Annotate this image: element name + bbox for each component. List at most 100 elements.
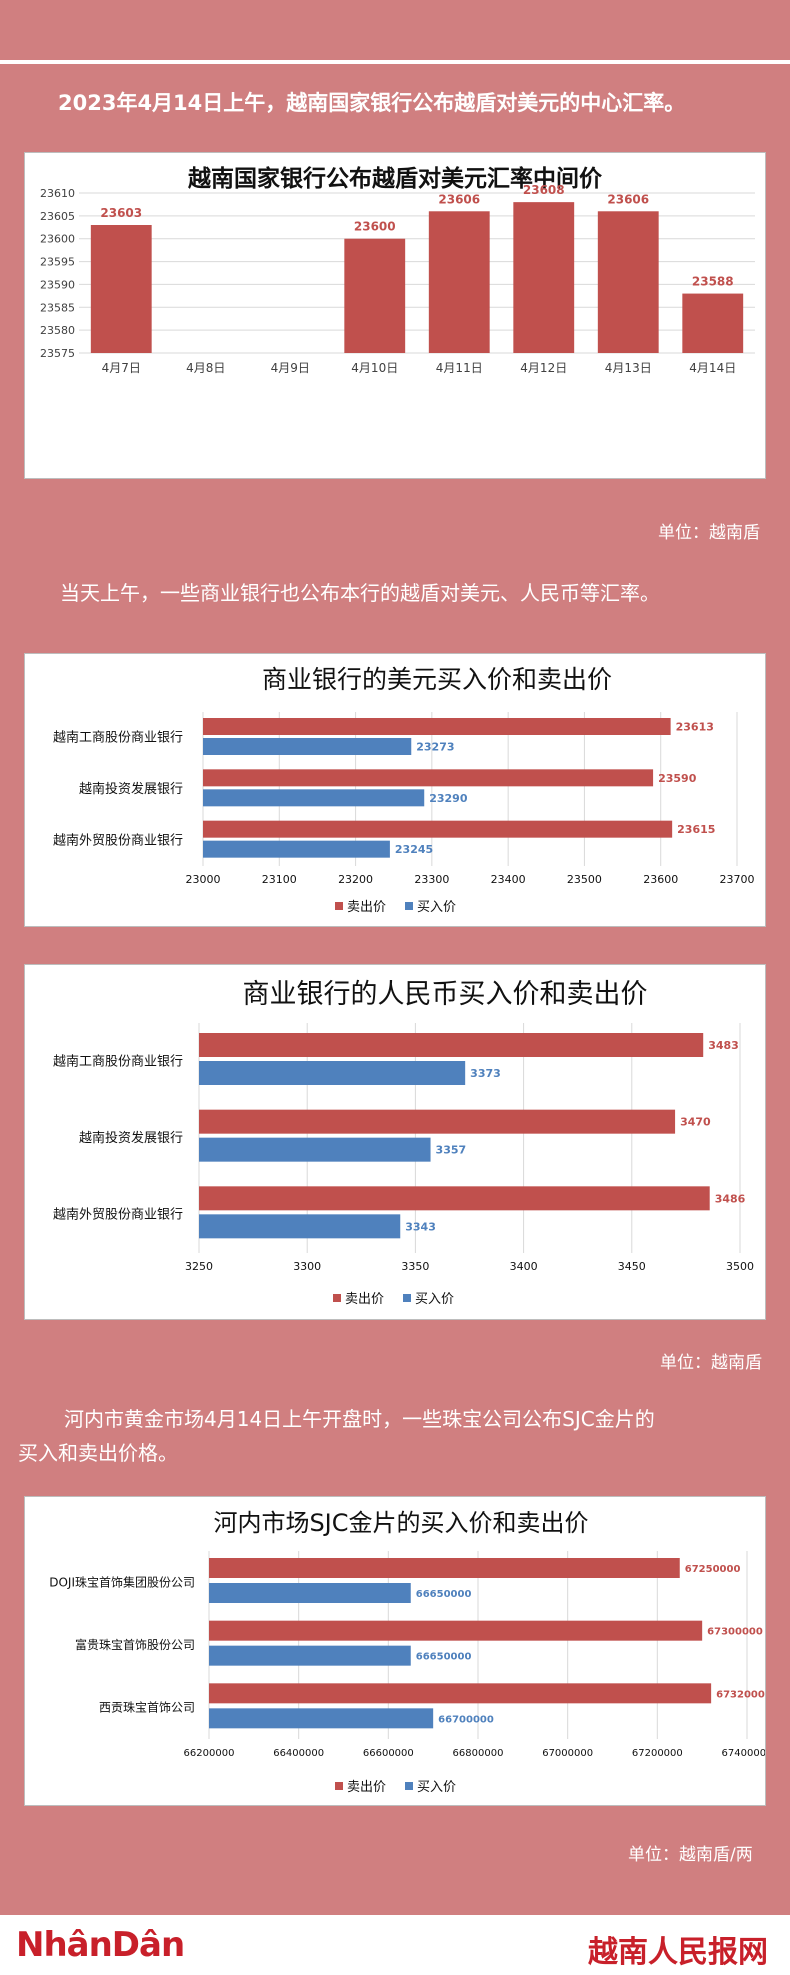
chart-title: 河内市场SJC金片的买入价和卖出价 xyxy=(213,1509,588,1537)
gold-paragraph-line2: 买入和卖出价格。 xyxy=(18,1441,178,1465)
top-divider xyxy=(0,60,790,64)
bar-buy xyxy=(209,1583,411,1603)
x-tick-label: 4月8日 xyxy=(186,361,225,375)
bar-sell-value: 3470 xyxy=(680,1116,711,1129)
site-logo[interactable]: 越南人民报网 xyxy=(588,1935,768,1970)
category-label: 越南外贸股份商业银行 xyxy=(53,832,183,848)
legend-swatch-sell xyxy=(335,1782,343,1790)
chart-sjc-gold: 河内市场SJC金片的买入价和卖出价 66200000 66400000 6660000… xyxy=(49,1509,765,1795)
legend-label-buy: 买入价 xyxy=(417,900,456,915)
x-tick-label: 3400 xyxy=(510,1260,538,1273)
x-tick-label: 4月12日 xyxy=(520,361,567,375)
y-tick-label: 23580 xyxy=(40,324,75,337)
category-label: 越南投资发展银行 xyxy=(79,1130,183,1146)
bar-value-label: 23603 xyxy=(100,206,142,220)
y-tick-label: 23590 xyxy=(40,278,75,291)
bar xyxy=(344,238,406,353)
x-tick-label: 67000000 xyxy=(542,1748,593,1759)
intro-paragraph: 2023年4月14日上午，越南国家银行公布越盾对美元的中心汇率。 xyxy=(58,91,686,115)
bar-sell xyxy=(199,1109,676,1134)
legend-label-sell: 卖出价 xyxy=(347,1780,386,1795)
x-tick-label: 3300 xyxy=(293,1260,321,1273)
bar-buy-value: 3343 xyxy=(405,1220,436,1233)
y-tick-label: 23610 xyxy=(40,187,75,200)
bar-sell xyxy=(203,820,673,838)
chart-cny-rates: 商业银行的人民币买入价和卖出价 3250 3300 3350 3400 3450 3500 越… xyxy=(53,979,754,1307)
x-tick-label: 4月9日 xyxy=(271,361,310,375)
bar-sell-value: 67320000 xyxy=(716,1689,765,1700)
bar-buy-value: 23273 xyxy=(416,741,454,754)
unit-label-3: 单位：越南盾/两 xyxy=(628,1845,753,1865)
bar-buy xyxy=(199,1214,401,1239)
bar-sell-value: 3486 xyxy=(715,1192,746,1205)
bar-buy-value: 23245 xyxy=(395,843,433,856)
y-tick-label: 23605 xyxy=(40,210,75,223)
bar-buy xyxy=(203,840,390,858)
legend-swatch-sell xyxy=(335,902,343,910)
gold-paragraph-line1: 河内市黄金市场4月14日上午开盘时，一些珠宝公司公布SJC金片的 xyxy=(64,1407,655,1431)
category-label: DOJI珠宝首饰集团股份公司 xyxy=(49,1574,195,1589)
x-tick-label: 3250 xyxy=(185,1260,213,1273)
x-tick-label: 4月10日 xyxy=(351,361,398,375)
bar-buy xyxy=(209,1708,434,1729)
chart-gold-panel: 河内市场SJC金片的买入价和卖出价 66200000 66400000 6660000… xyxy=(24,1496,766,1806)
bar-buy-value: 66700000 xyxy=(438,1714,494,1725)
legend-swatch-sell xyxy=(333,1294,341,1302)
x-tick-label: 4月13日 xyxy=(605,361,652,375)
bar-sell xyxy=(203,718,671,735)
bar xyxy=(597,211,659,353)
bar-value-label: 23606 xyxy=(438,192,480,206)
x-tick-label: 23500 xyxy=(567,873,602,886)
x-tick-label: 23100 xyxy=(262,873,297,886)
category-label: 越南工商股份商业银行 xyxy=(53,730,183,746)
x-tick-label: 3450 xyxy=(618,1260,646,1273)
y-tick-label: 23575 xyxy=(40,347,75,360)
bar-value-label: 23600 xyxy=(354,220,396,234)
bar-sell xyxy=(209,1558,680,1578)
bar-value-label: 23608 xyxy=(523,183,565,197)
bar-buy-value: 23290 xyxy=(429,792,468,805)
chart-title: 商业银行的美元买入价和卖出价 xyxy=(262,665,612,694)
bar-sell-value: 23613 xyxy=(676,721,714,734)
category-label: 富贵珠宝首饰股份公司 xyxy=(75,1637,195,1652)
bar-sell-value: 67250000 xyxy=(685,1564,741,1575)
category-label: 越南工商股份商业银行 xyxy=(53,1053,183,1069)
legend-swatch-buy xyxy=(403,1294,411,1302)
x-tick-label: 4月14日 xyxy=(689,361,736,375)
legend-swatch-buy xyxy=(405,902,413,910)
legend-label-sell: 卖出价 xyxy=(345,1292,384,1307)
x-tick-label: 67200000 xyxy=(632,1748,683,1759)
nhandan-logo[interactable]: NhânDân xyxy=(16,1925,185,1965)
chart-central-rate: 越南国家银行公布越盾对美元汇率中间价 23575 23580 23585 23590 23… xyxy=(40,165,755,375)
x-tick-label: 3350 xyxy=(401,1260,429,1273)
bar-sell-value: 23590 xyxy=(658,772,697,785)
legend-label-sell: 卖出价 xyxy=(347,900,386,915)
bar-buy-value: 3373 xyxy=(470,1067,501,1080)
bar-buy-value: 66650000 xyxy=(416,1652,472,1663)
bar-buy xyxy=(209,1645,411,1666)
x-tick-label: 66200000 xyxy=(184,1748,235,1759)
legend-label-buy: 买入价 xyxy=(415,1292,454,1307)
bar-buy xyxy=(199,1137,431,1162)
x-tick-label: 67400000 xyxy=(722,1748,765,1759)
y-tick-label: 23600 xyxy=(40,233,75,246)
category-label: 越南外贸股份商业银行 xyxy=(53,1207,183,1223)
chart-usd-rates: 商业银行的美元买入价和卖出价 23000 23100 23200 23300 23400 2… xyxy=(53,665,755,915)
bar-sell-value: 3483 xyxy=(708,1039,739,1052)
x-tick-label: 23400 xyxy=(491,873,526,886)
x-tick-label: 23000 xyxy=(186,873,221,886)
bar-buy-value: 66650000 xyxy=(416,1589,472,1600)
x-tick-label: 3500 xyxy=(726,1260,754,1273)
footer: NhânDân 越南人民报网 xyxy=(0,1915,790,1975)
bar-sell-value: 67300000 xyxy=(707,1627,763,1638)
y-tick-label: 23595 xyxy=(40,256,75,269)
unit-label-2: 单位：越南盾 xyxy=(660,1353,762,1373)
bar xyxy=(90,225,152,353)
bar-buy-value: 3357 xyxy=(436,1144,467,1157)
chart-title: 越南国家银行公布越盾对美元汇率中间价 xyxy=(188,165,603,192)
bar-sell-value: 23615 xyxy=(677,823,715,836)
chart-cny-panel: 商业银行的人民币买入价和卖出价 3250 3300 3350 3400 3450 3500 越… xyxy=(24,964,766,1320)
legend-swatch-buy xyxy=(405,1782,413,1790)
x-tick-label: 23300 xyxy=(414,873,449,886)
x-tick-label: 23700 xyxy=(720,873,755,886)
